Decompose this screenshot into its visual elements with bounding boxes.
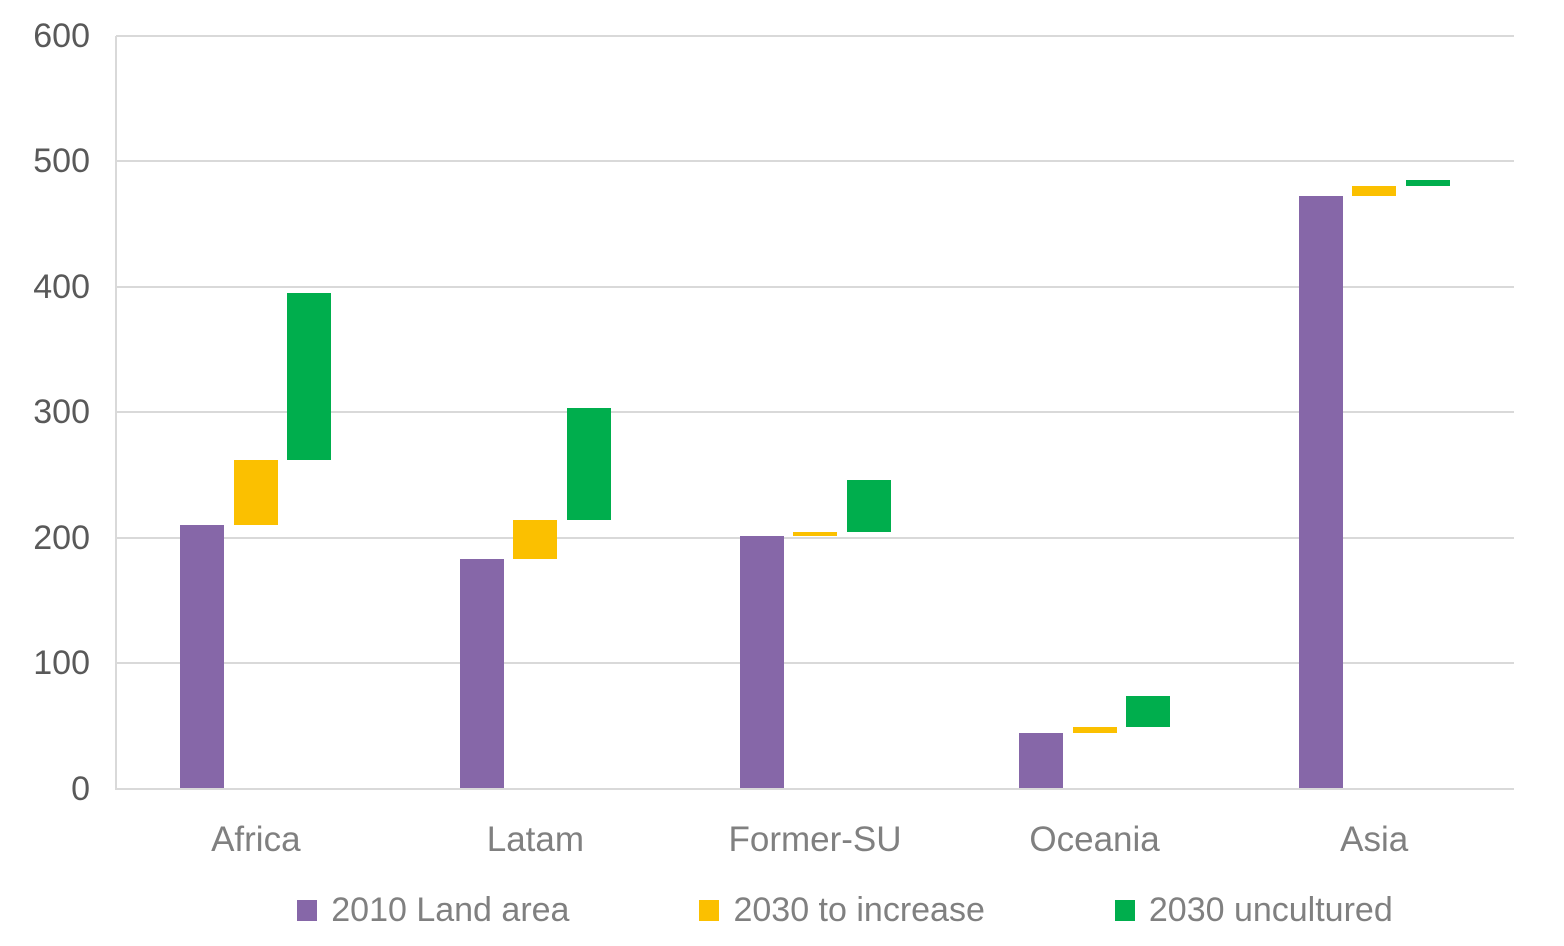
- bar-2030-uncultured-latam[interactable]: [566, 408, 611, 520]
- x-axis-label-former-su: Former-SU: [728, 820, 902, 859]
- y-axis-tick-label: 0: [71, 769, 90, 808]
- y-gridline-500: [116, 160, 1514, 162]
- y-gridline-0: [116, 787, 1514, 790]
- y-axis-line: [115, 35, 117, 790]
- bar-2030-to-increase-latam[interactable]: [513, 519, 558, 559]
- bar-2030-uncultured-asia[interactable]: [1405, 179, 1450, 187]
- legend-label: 2030 to increase: [733, 891, 985, 929]
- bar-2030-uncultured-oceania[interactable]: [1126, 695, 1171, 727]
- legend-item-2010-land-area[interactable]: 2010 Land area: [297, 893, 569, 927]
- y-axis-tick-label: 500: [33, 142, 90, 180]
- legend-swatch-icon: [699, 899, 720, 921]
- y-gridline-300: [116, 411, 1514, 413]
- bar-2010-land-area-asia[interactable]: [1298, 196, 1343, 789]
- y-gridline-200: [116, 536, 1514, 539]
- legend-item-2030-uncultured[interactable]: 2030 uncultured: [1114, 891, 1393, 929]
- y-axis-tick-label: 200: [33, 518, 90, 557]
- legend-swatch-icon: [1114, 899, 1135, 921]
- y-axis-tick-label: 300: [33, 393, 90, 431]
- bar-2030-to-increase-former-su[interactable]: [793, 532, 837, 537]
- y-gridline-600: [116, 34, 1514, 37]
- bar-2010-land-area-oceania[interactable]: [1019, 733, 1064, 789]
- legend-label: 2030 uncultured: [1148, 891, 1393, 929]
- x-axis-label-asia: Asia: [1340, 820, 1409, 859]
- x-axis-label-africa: Africa: [211, 820, 301, 859]
- bar-2010-land-area-africa[interactable]: [180, 524, 225, 789]
- y-gridline-400: [116, 285, 1514, 288]
- legend-item-2030-to-increase[interactable]: 2030 to increase: [699, 891, 985, 929]
- y-axis-tick-label: 600: [33, 16, 90, 55]
- legend-label: 2010 Land area: [331, 891, 570, 929]
- y-axis-tick-label: 400: [33, 267, 90, 306]
- chart-legend: 2010 Land area 2030 to increase 2030 uncul…: [116, 886, 1514, 934]
- y-axis-tick-label: 100: [33, 644, 90, 682]
- bar-2030-to-increase-oceania[interactable]: [1072, 727, 1117, 734]
- bar-2030-uncultured-former-su[interactable]: [846, 479, 891, 533]
- y-gridline-100: [116, 662, 1514, 664]
- bar-2010-land-area-latam[interactable]: [459, 558, 504, 789]
- legend-swatch-icon: [297, 899, 318, 921]
- x-axis-label-oceania: Oceania: [1029, 820, 1160, 859]
- x-axis-label-latam: Latam: [486, 820, 585, 859]
- bar-2030-to-increase-asia[interactable]: [1352, 186, 1397, 197]
- bar-2030-uncultured-africa[interactable]: [287, 292, 332, 460]
- bar-2010-land-area-former-su[interactable]: [739, 536, 784, 789]
- bar-2030-to-increase-africa[interactable]: [233, 459, 278, 525]
